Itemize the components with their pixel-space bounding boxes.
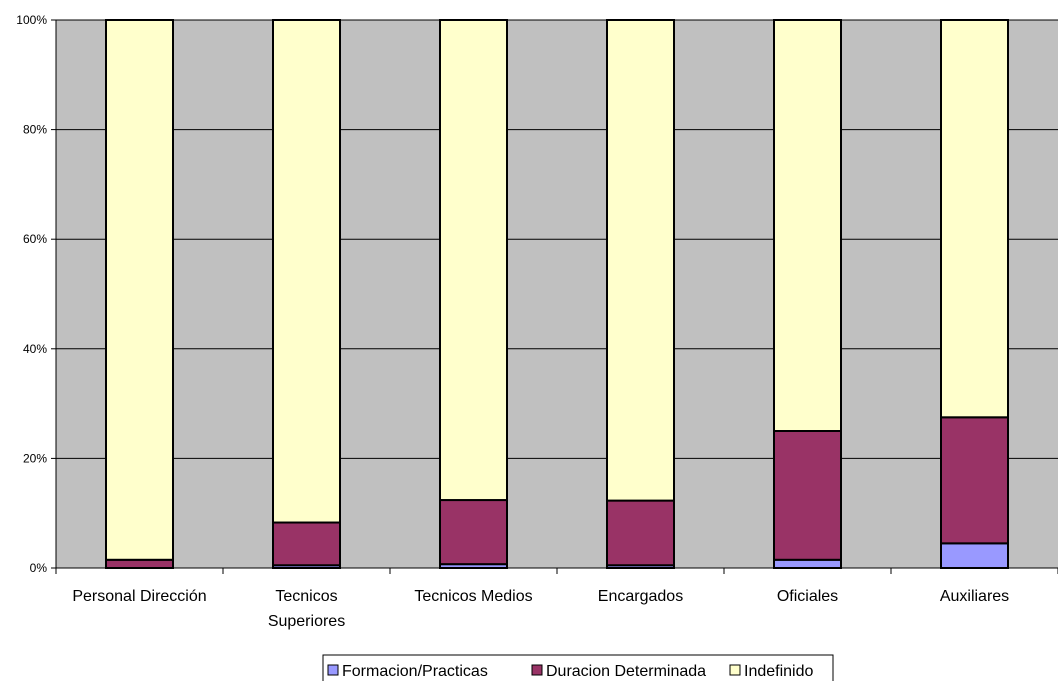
y-tick-label: 20%	[23, 451, 47, 465]
bar-segment-indefinido	[105, 19, 174, 561]
y-tick-label: 60%	[23, 232, 47, 246]
y-tick-label: 0%	[30, 561, 48, 575]
x-tick-label: Tecnicos	[275, 588, 337, 605]
y-tick-label: 80%	[23, 123, 47, 137]
legend-swatch-indefinido	[729, 664, 741, 676]
bar-segment-duracion-determinada	[105, 558, 174, 570]
x-axis	[55, 567, 1058, 574]
plot-area	[56, 20, 1058, 568]
x-tick-label: Encargados	[598, 588, 683, 605]
bar-segment-duracion-determinada	[272, 521, 341, 567]
y-tick-label: 40%	[23, 342, 47, 356]
bar-segment-indefinido	[272, 19, 341, 524]
x-tick-label: Auxiliares	[940, 588, 1009, 605]
y-axis: 0% 20% 40% 60% 80% 100%	[16, 13, 57, 575]
legend-swatch-formacion-practicas	[327, 664, 339, 676]
legend-label-indefinido: Indefinido	[744, 663, 813, 680]
legend-label-formacion-practicas: Formacion/Practicas	[342, 663, 488, 680]
bars	[105, 19, 1009, 570]
x-tick-label: Oficiales	[777, 588, 838, 605]
bar-segment-formacion-practicas	[940, 542, 1009, 570]
x-tick-label: Superiores	[268, 613, 345, 630]
y-tick-label: 100%	[16, 13, 47, 27]
legend-box	[322, 654, 834, 681]
x-axis-labels: Personal Dirección Tecnicos Superiores Tecn…	[72, 588, 1009, 630]
bar-segment-indefinido	[606, 19, 675, 502]
bar-segment-duracion-determinada	[606, 499, 675, 567]
bar-segment-indefinido	[773, 19, 842, 432]
bar-segment-indefinido	[940, 19, 1009, 419]
bar-segment-duracion-determinada	[439, 499, 508, 566]
gridlines	[56, 19, 1058, 459]
bar-segment-duracion-determinada	[940, 416, 1009, 545]
legend-swatch-duracion-determinada	[531, 664, 543, 676]
x-tick-label: Personal Dirección	[72, 588, 206, 605]
legend-label-duracion-determinada: Duracion Determinada	[546, 663, 706, 680]
x-tick-label: Tecnicos Medios	[414, 588, 532, 605]
bar-segment-duracion-determinada	[773, 430, 842, 561]
bar-segment-indefinido	[439, 19, 508, 502]
bar-segment-formacion-practicas	[773, 558, 842, 570]
legend: Formacion/Practicas Duracion Determinada I…	[322, 654, 834, 681]
